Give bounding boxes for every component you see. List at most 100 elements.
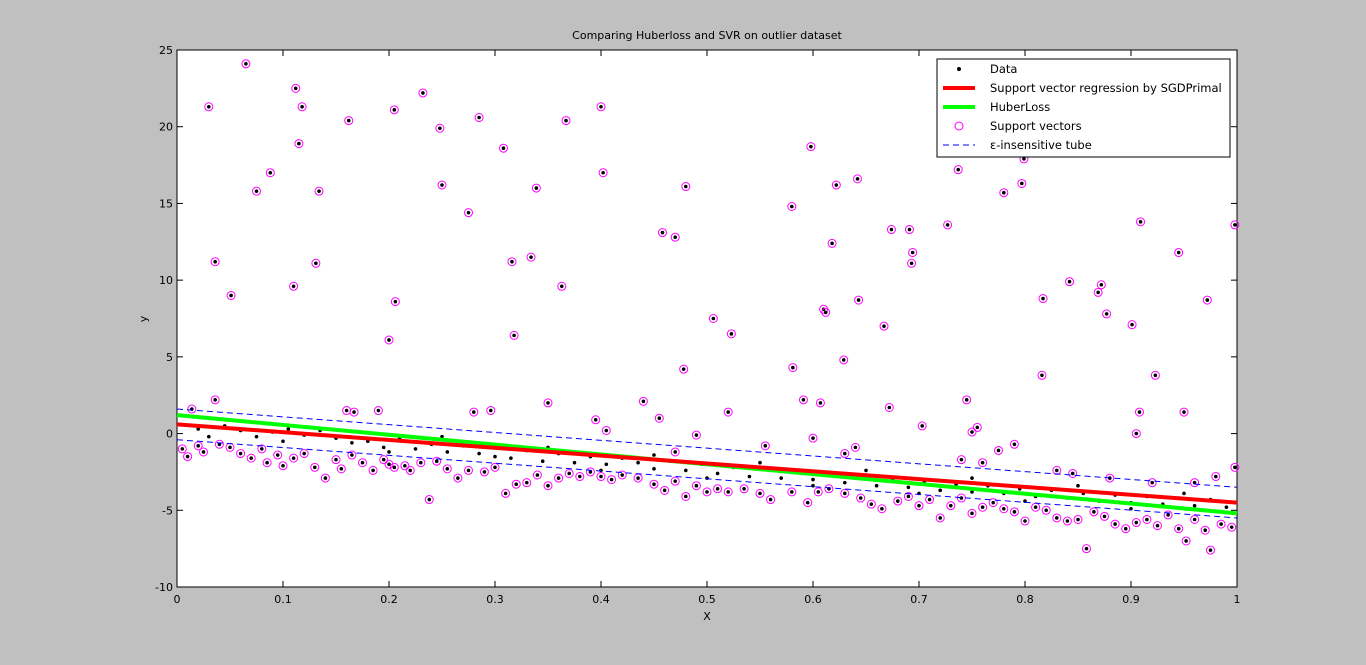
data-point bbox=[673, 235, 677, 239]
data-point bbox=[801, 398, 806, 402]
data-point bbox=[1040, 373, 1044, 378]
support-vector-marker bbox=[442, 464, 452, 474]
support-vector-marker bbox=[726, 329, 736, 339]
support-vector-marker bbox=[262, 458, 272, 468]
data-point bbox=[392, 108, 397, 112]
support-vector-marker bbox=[596, 472, 606, 482]
data-point bbox=[636, 460, 640, 465]
data-point bbox=[864, 468, 868, 473]
data-point bbox=[1233, 223, 1237, 227]
support-vector-marker bbox=[389, 105, 399, 115]
x-tick-label: 0.8 bbox=[1016, 593, 1034, 606]
support-vector-marker bbox=[1110, 519, 1120, 529]
data-point bbox=[927, 497, 932, 502]
data-point bbox=[286, 427, 291, 431]
support-vector-marker bbox=[1062, 516, 1072, 526]
data-point bbox=[1208, 548, 1213, 552]
data-point bbox=[1002, 190, 1006, 195]
data-point bbox=[1155, 523, 1160, 528]
support-vector-marker bbox=[310, 462, 320, 472]
support-vector-marker bbox=[1150, 370, 1160, 380]
data-point bbox=[1020, 181, 1024, 186]
support-vector-marker bbox=[278, 461, 288, 471]
support-vector-marker bbox=[681, 491, 691, 501]
data-point bbox=[387, 338, 391, 342]
support-vector-marker bbox=[289, 453, 299, 463]
support-vector-marker bbox=[657, 228, 667, 238]
data-point bbox=[841, 358, 846, 362]
data-point bbox=[742, 487, 746, 491]
data-point bbox=[880, 506, 884, 511]
support-vector-marker bbox=[956, 455, 966, 465]
data-point bbox=[673, 479, 677, 483]
y-tick-label: 0 bbox=[166, 428, 173, 441]
support-vector-marker bbox=[708, 314, 718, 323]
data-point bbox=[1023, 519, 1027, 523]
support-vector-marker bbox=[1174, 524, 1184, 534]
y-tick-label: 20 bbox=[159, 121, 173, 134]
data-point bbox=[265, 460, 269, 465]
data-point bbox=[694, 483, 699, 488]
data-point bbox=[1076, 517, 1080, 522]
data-point bbox=[684, 468, 688, 473]
data-point bbox=[564, 118, 568, 123]
support-vector-marker bbox=[183, 452, 193, 462]
data-point bbox=[512, 333, 516, 338]
support-vector-marker bbox=[226, 290, 236, 300]
data-point bbox=[1192, 503, 1197, 508]
data-point bbox=[1176, 526, 1181, 531]
x-tick-label: 0.3 bbox=[486, 593, 504, 606]
support-vector-marker bbox=[1065, 277, 1075, 287]
data-point bbox=[896, 499, 900, 503]
data-point bbox=[869, 502, 874, 506]
support-vector-marker bbox=[1037, 370, 1047, 380]
data-point bbox=[1219, 522, 1223, 526]
y-tick-label: 10 bbox=[159, 274, 173, 287]
support-vector-marker bbox=[787, 201, 797, 211]
data-point bbox=[1084, 546, 1089, 551]
data-point bbox=[604, 428, 609, 433]
data-point bbox=[371, 468, 375, 473]
data-point bbox=[768, 497, 773, 502]
support-vector-marker bbox=[819, 304, 829, 314]
support-vector-marker bbox=[813, 487, 823, 497]
support-vector-marker bbox=[585, 467, 595, 477]
data-point bbox=[858, 496, 863, 500]
support-vector-marker bbox=[978, 458, 988, 468]
data-point bbox=[313, 465, 317, 470]
data-point bbox=[588, 470, 593, 474]
support-vector-marker bbox=[946, 501, 956, 511]
data-point bbox=[715, 471, 720, 476]
support-vector-marker bbox=[943, 220, 953, 230]
support-vector-marker bbox=[1136, 217, 1146, 227]
data-point bbox=[1022, 157, 1026, 161]
data-point bbox=[393, 299, 398, 304]
data-point bbox=[959, 457, 964, 462]
data-point bbox=[790, 204, 794, 209]
support-vector-marker bbox=[252, 186, 261, 196]
data-point bbox=[907, 227, 912, 232]
data-point bbox=[217, 442, 222, 447]
chart-marks bbox=[176, 59, 1240, 555]
support-vector-marker bbox=[384, 335, 394, 345]
data-point bbox=[1096, 290, 1100, 295]
support-vector-marker bbox=[507, 257, 517, 267]
data-point bbox=[747, 474, 752, 479]
data-point bbox=[970, 476, 974, 480]
data-point bbox=[1176, 250, 1181, 255]
data-point bbox=[791, 365, 795, 370]
data-point bbox=[546, 401, 550, 405]
data-point bbox=[843, 480, 847, 485]
data-point bbox=[855, 177, 860, 181]
data-point bbox=[477, 115, 481, 120]
data-point bbox=[889, 227, 894, 232]
support-vector-marker bbox=[827, 238, 837, 248]
support-vector-marker bbox=[723, 407, 733, 417]
support-vector-marker bbox=[988, 498, 998, 508]
support-vector-marker bbox=[320, 473, 330, 483]
data-point bbox=[344, 408, 349, 413]
support-vector-marker bbox=[1230, 220, 1240, 230]
support-vector-marker bbox=[1153, 521, 1162, 531]
data-point bbox=[302, 451, 307, 456]
support-vector-marker bbox=[543, 481, 553, 491]
